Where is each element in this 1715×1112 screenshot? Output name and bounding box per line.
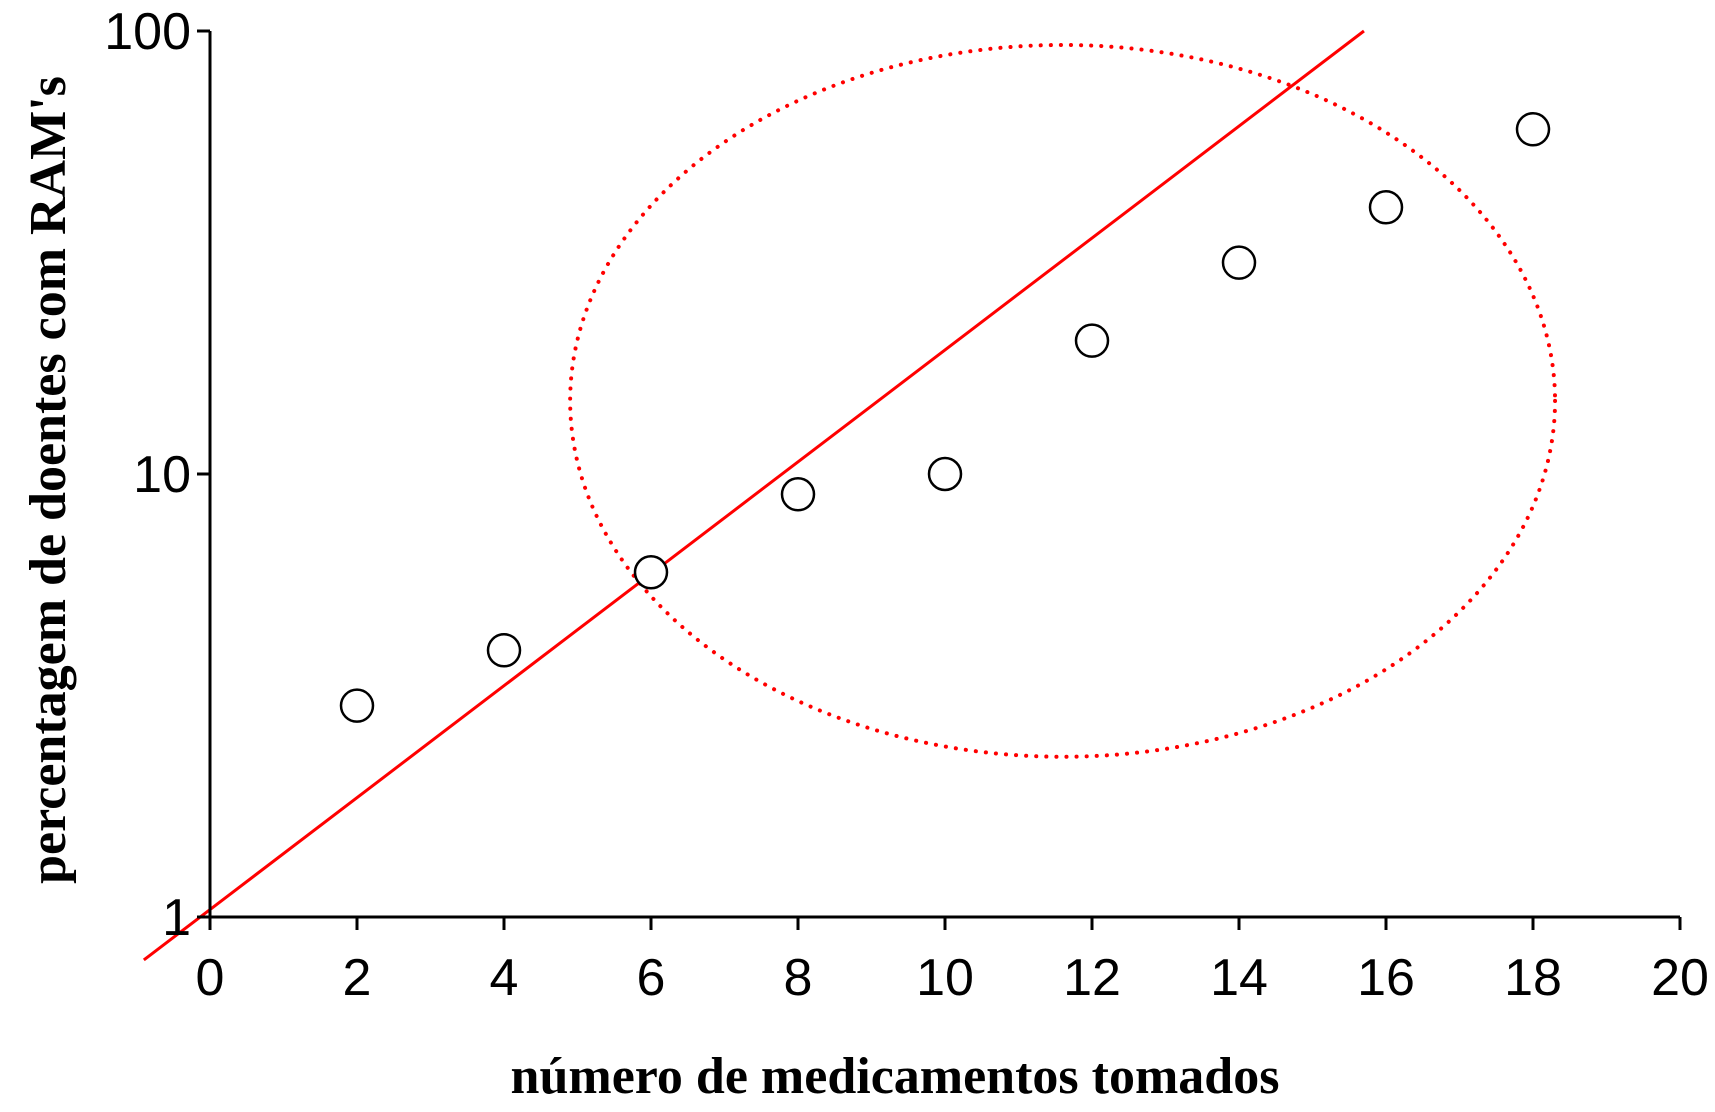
x-tick-label-4: 4 xyxy=(490,949,519,1007)
y-axis-title: percentagem de doentes com RAM's xyxy=(20,76,77,884)
x-axis-title: número de medicamentos tomados xyxy=(511,1048,1280,1105)
data-point-x10 xyxy=(927,456,963,492)
x-tick-label-6: 6 xyxy=(637,949,666,1007)
x-tick-label-10: 10 xyxy=(916,949,974,1007)
y-tick-label-10: 10 xyxy=(133,446,191,504)
x-tick-label-2: 2 xyxy=(343,949,372,1007)
x-tick-label-20: 20 xyxy=(1651,949,1709,1007)
data-point-x12 xyxy=(1074,323,1110,358)
x-tick-label-16: 16 xyxy=(1357,949,1415,1007)
ticks-group: 0 2 4 6 8 10 12 14 16 18 20 1 10 100 xyxy=(104,3,1709,1007)
data-point-x2 xyxy=(339,688,375,723)
data-point-x16 xyxy=(1368,190,1404,225)
y-tick-label-1: 1 xyxy=(162,889,191,947)
data-point-x4 xyxy=(486,633,522,668)
data-point-x6 xyxy=(633,555,669,590)
highlight-ellipse-group xyxy=(568,42,1558,759)
points-group xyxy=(339,112,1551,723)
trend-line xyxy=(142,29,1365,962)
data-point-x18 xyxy=(1515,112,1551,147)
data-point-x14 xyxy=(1221,245,1257,280)
x-tick-label-12: 12 xyxy=(1063,949,1121,1007)
x-tick-label-8: 8 xyxy=(784,949,813,1007)
y-tick-label-100: 100 xyxy=(104,3,191,61)
trend-line-group xyxy=(142,29,1365,962)
x-tick-label-18: 18 xyxy=(1504,949,1562,1007)
x-tick-label-0: 0 xyxy=(196,949,225,1007)
data-point-x8 xyxy=(780,477,816,512)
x-tick-label-14: 14 xyxy=(1210,949,1268,1007)
highlight-ellipse xyxy=(568,42,1558,759)
